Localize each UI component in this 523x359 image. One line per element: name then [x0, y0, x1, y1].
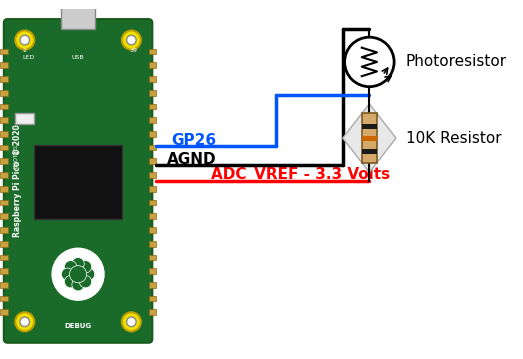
Circle shape	[345, 37, 394, 87]
Bar	[15, 113, 35, 124]
Bar	[0, 62, 8, 68]
Circle shape	[79, 261, 92, 273]
Circle shape	[70, 266, 87, 283]
Text: DEBUG: DEBUG	[64, 323, 92, 330]
Text: Raspberry Pi Pico  © 2020: Raspberry Pi Pico © 2020	[13, 125, 21, 237]
Bar	[362, 125, 377, 129]
Circle shape	[64, 261, 77, 273]
Circle shape	[82, 268, 95, 280]
Bar	[149, 131, 156, 137]
Bar	[0, 90, 8, 95]
Polygon shape	[343, 104, 396, 172]
Bar	[149, 268, 156, 274]
Circle shape	[127, 317, 136, 327]
Bar	[362, 149, 377, 154]
Bar	[0, 296, 8, 302]
Text: USB: USB	[72, 55, 84, 60]
Bar	[0, 48, 8, 54]
Circle shape	[15, 31, 35, 50]
Circle shape	[72, 257, 84, 270]
Bar	[149, 241, 156, 247]
Bar	[0, 186, 8, 192]
Bar	[0, 213, 8, 219]
Bar	[149, 145, 156, 150]
Bar	[149, 296, 156, 302]
Text: Photoresistor: Photoresistor	[405, 55, 507, 69]
Circle shape	[72, 279, 84, 291]
Bar	[149, 282, 156, 288]
FancyBboxPatch shape	[4, 19, 152, 343]
Circle shape	[61, 268, 74, 280]
Circle shape	[15, 312, 35, 331]
Bar	[149, 117, 156, 123]
Bar	[149, 90, 156, 95]
Text: ADC_VREF - 3.3 Volts: ADC_VREF - 3.3 Volts	[211, 167, 391, 183]
Bar	[149, 48, 156, 54]
Text: GP26: GP26	[172, 132, 217, 148]
Text: 2: 2	[23, 48, 27, 53]
Bar	[149, 255, 156, 260]
Text: 10K Resistor: 10K Resistor	[405, 131, 501, 146]
Circle shape	[122, 312, 141, 331]
Text: BOOTSEL: BOOTSEL	[14, 143, 19, 168]
Bar	[149, 76, 156, 82]
Text: AGND: AGND	[167, 151, 216, 167]
Bar	[0, 227, 8, 233]
Bar	[149, 200, 156, 205]
Bar	[149, 158, 156, 164]
Bar	[149, 213, 156, 219]
Bar	[149, 103, 156, 109]
Bar	[149, 62, 156, 68]
Bar	[149, 309, 156, 315]
Bar	[0, 103, 8, 109]
Bar	[362, 136, 377, 141]
Bar	[0, 255, 8, 260]
Bar	[35, 145, 122, 219]
Bar	[0, 268, 8, 274]
Bar	[149, 186, 156, 192]
Bar	[0, 76, 8, 82]
Bar	[0, 145, 8, 150]
Text: 39: 39	[129, 48, 137, 53]
Bar	[0, 172, 8, 178]
Bar	[0, 200, 8, 205]
Bar	[362, 113, 377, 163]
Bar	[0, 241, 8, 247]
Bar	[0, 131, 8, 137]
Circle shape	[122, 31, 141, 50]
Circle shape	[51, 248, 105, 301]
Circle shape	[20, 35, 29, 45]
Circle shape	[79, 275, 92, 288]
Circle shape	[64, 275, 77, 288]
Bar	[149, 172, 156, 178]
Bar	[0, 117, 8, 123]
Circle shape	[20, 317, 29, 327]
Bar	[0, 309, 8, 315]
Bar	[0, 282, 8, 288]
Bar	[0, 158, 8, 164]
Bar	[149, 227, 156, 233]
Text: LED: LED	[22, 55, 35, 60]
Bar	[61, 4, 95, 29]
Circle shape	[127, 35, 136, 45]
